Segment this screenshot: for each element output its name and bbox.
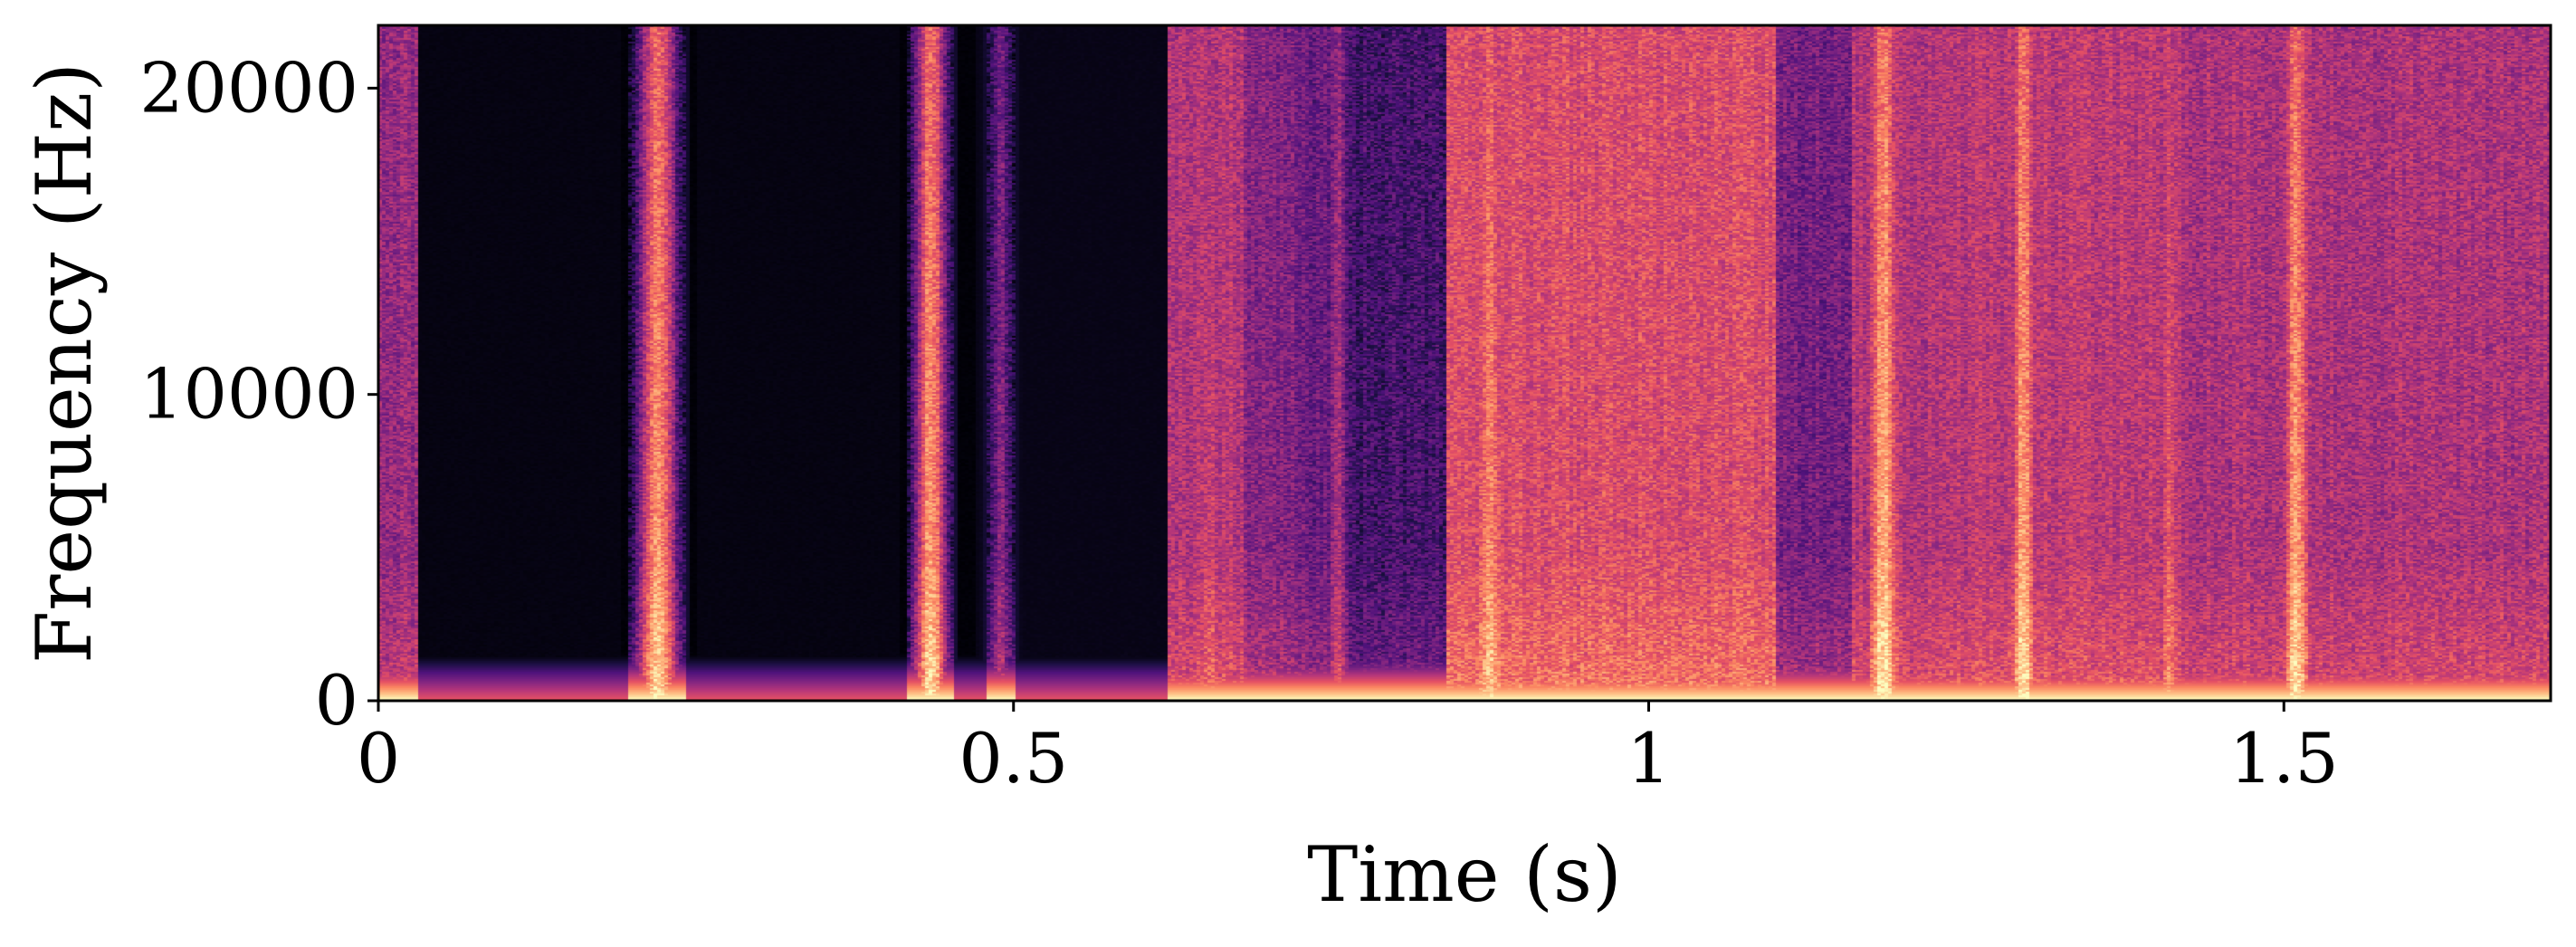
- y-axis-title: Frequency (Hz): [20, 62, 109, 664]
- x-tick-label: 1.5: [2229, 718, 2339, 799]
- y-tick-label: 10000: [139, 354, 358, 435]
- y-axis: 0 10000 20000: [139, 47, 378, 741]
- x-tick-label: 0: [357, 718, 400, 799]
- plot-frame: [377, 24, 2552, 703]
- x-tick-label: 1: [1627, 718, 1670, 799]
- x-axis: 0 0.5 1 1.5: [357, 701, 2339, 799]
- y-tick-label: 20000: [139, 47, 358, 128]
- spectrogram-image-holder: [378, 25, 2551, 701]
- x-axis-title: Time (s): [1307, 830, 1622, 919]
- y-tick-label: 0: [315, 660, 358, 741]
- x-tick-label: 0.5: [959, 718, 1068, 799]
- spectrogram-heatmap: [378, 25, 2551, 701]
